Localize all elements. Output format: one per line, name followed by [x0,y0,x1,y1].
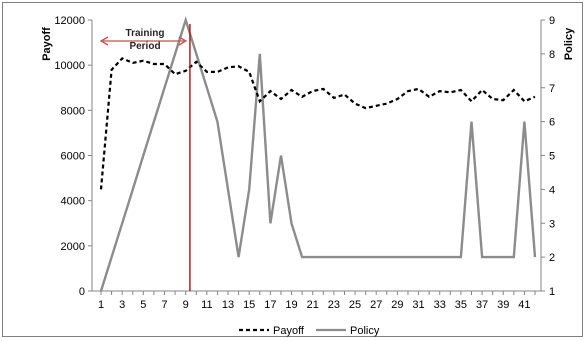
x-tick-label: 7 [161,299,167,311]
series-line-policy [99,15,537,292]
x-tick-label: 11 [201,299,212,311]
x-tick-label: 15 [243,299,255,311]
x-tick-label: 1 [98,299,104,311]
x-tick-label: 35 [455,299,467,311]
y-tick-label-right: 8 [549,49,555,61]
training-arrow-head-right [178,36,188,46]
training-annotation-line1: Training [126,28,165,39]
training-annotation-line2: Period [129,41,160,52]
training-period-annotation: Training Period [99,28,188,52]
y-tick-label-right: 2 [549,252,555,264]
training-arrow-head-left [99,36,109,46]
series-line-payoff [99,57,536,190]
y-tick-label-left: 12000 [54,15,85,27]
y-tick-label-right: 7 [549,83,555,95]
y-tick-label-right: 5 [549,151,555,163]
x-tick-label: 31 [412,299,424,311]
legend-label-payoff: Payoff [273,325,305,337]
x-tick-label: 19 [285,299,297,311]
x-tick-label: 29 [391,299,403,311]
x-tick-label: 33 [434,299,446,311]
y-tick-label-left: 10000 [54,60,85,72]
y-tick-label-left: 6000 [61,151,85,163]
legend: Payoff Policy [239,325,380,337]
x-tick-label: 3 [119,299,125,311]
x-tick-label: 9 [183,299,189,311]
y-axis-title-left: Payoff [41,27,53,61]
x-tick-label: 13 [222,299,234,311]
x-tick-label: 21 [307,299,319,311]
y-tick-label-right: 9 [549,15,555,27]
legend-label-policy: Policy [350,325,380,337]
y-tick-label-left: 4000 [61,196,85,208]
x-tick-label: 17 [264,299,276,311]
x-tick-label: 41 [518,299,530,311]
y-tick-label-right: 6 [549,117,555,129]
training-arrow [99,36,188,46]
x-tick-label: 39 [497,299,509,311]
series-layer [99,15,537,292]
x-tick-label: 5 [140,299,146,311]
x-tick-label: 25 [349,299,361,311]
chart-frame [2,2,583,337]
y-tick-label-right: 1 [549,286,555,298]
y-tick-label-left: 0 [79,286,85,298]
x-tick-label: 37 [476,299,488,311]
y-tick-label-left: 2000 [61,241,85,253]
y-axis-title-right: Policy [563,27,575,60]
x-tick-label: 23 [328,299,340,311]
x-tick-label: 27 [370,299,382,311]
y-tick-label-left: 8000 [61,105,85,117]
y-tick-label-right: 4 [549,184,555,196]
y-tick-label-right: 3 [549,218,555,230]
